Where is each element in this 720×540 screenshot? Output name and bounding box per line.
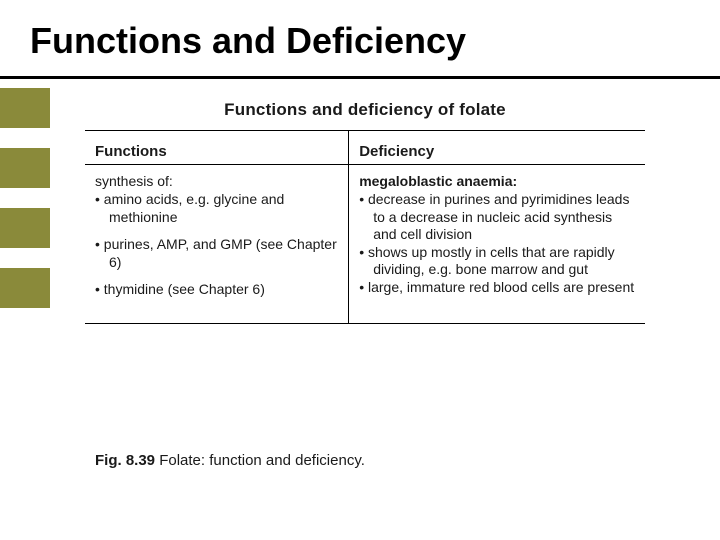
bullet-group: purines, AMP, and GMP (see Chapter 6) xyxy=(95,236,338,271)
figure-caption-text: Folate: function and deficiency. xyxy=(159,452,365,469)
bullet-item: thymidine (see Chapter 6) xyxy=(95,281,338,299)
accent-block xyxy=(0,268,50,308)
bullet-item: decrease in purines and pyrimidines lead… xyxy=(359,191,635,244)
bullet-item: amino acids, e.g. glycine and methionine xyxy=(95,191,338,226)
accent-block xyxy=(0,208,50,248)
header-separator xyxy=(349,164,645,165)
bullet-group: thymidine (see Chapter 6) xyxy=(95,281,338,299)
lead-text: megaloblastic anaemia: xyxy=(359,173,635,189)
table-col-functions: Functions synthesis of: amino acids, e.g… xyxy=(85,131,348,323)
bullet-item: large, immature red blood cells are pres… xyxy=(359,279,635,297)
slide: Functions and Deficiency Functions and d… xyxy=(0,0,720,540)
col-header: Functions xyxy=(95,143,338,160)
figure-number: Fig. 8.39 xyxy=(95,452,155,469)
figure-heading: Functions and deficiency of folate xyxy=(85,100,645,120)
bullet-item: purines, AMP, and GMP (see Chapter 6) xyxy=(95,236,338,271)
page-title: Functions and Deficiency xyxy=(30,20,466,62)
accent-block xyxy=(0,88,50,128)
bullet-item: shows up mostly in cells that are rapidl… xyxy=(359,244,635,279)
table-col-deficiency: Deficiency megaloblastic anaemia: decrea… xyxy=(348,131,645,323)
header-separator xyxy=(85,164,348,165)
bullet-group: amino acids, e.g. glycine and methionine xyxy=(95,191,338,226)
lead-text: synthesis of: xyxy=(95,173,338,189)
bullet-group: decrease in purines and pyrimidines lead… xyxy=(359,191,635,296)
title-underline xyxy=(0,76,720,79)
accent-block xyxy=(0,148,50,188)
scanned-table-figure: Functions and deficiency of folate Funct… xyxy=(85,100,645,324)
figure-caption: Fig. 8.39 Folate: function and deficienc… xyxy=(95,452,365,469)
col-header: Deficiency xyxy=(359,143,635,160)
table: Functions synthesis of: amino acids, e.g… xyxy=(85,130,645,324)
